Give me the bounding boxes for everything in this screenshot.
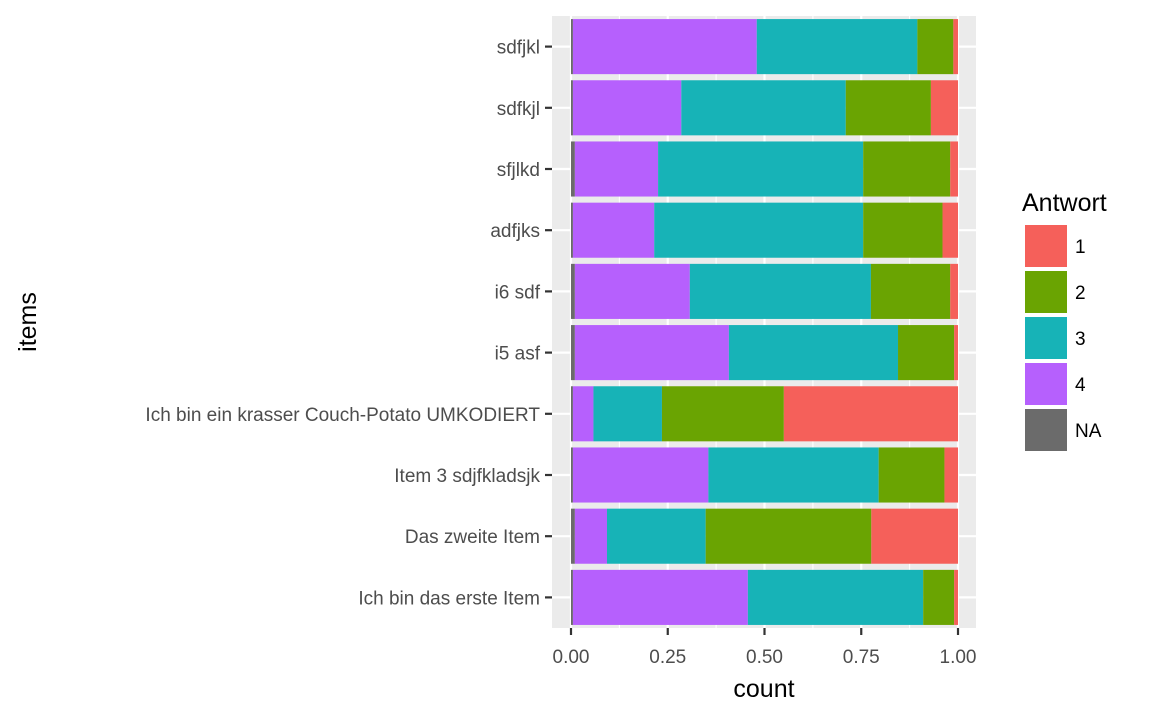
- legend-key-NA: [1025, 409, 1067, 451]
- bar-segment-4-2: [574, 141, 659, 197]
- bar-segment-NA-3: [571, 202, 573, 258]
- bar-segment-NA-0: [571, 19, 573, 75]
- y-tick-label-9: Ich bin das erste Item: [358, 588, 540, 609]
- bar-segment-3-8: [606, 508, 706, 564]
- y-tick-label-3: adfjks: [490, 221, 540, 242]
- y-axis: sdfjkl sdfkjl sfjlkd adfjks i6 sdf i5 asf Ich …: [145, 38, 552, 609]
- bar-segment-NA-7: [571, 447, 573, 503]
- bar-segment-NA-1: [571, 80, 573, 136]
- bar-segment-2-5: [898, 325, 955, 381]
- x-tick-label-4: 1.00: [940, 647, 977, 668]
- bar-segment-NA-8: [571, 508, 575, 564]
- bar-segment-1-7: [944, 447, 958, 503]
- y-tick-label-5: i5 asf: [495, 344, 541, 365]
- x-tick-label-2: 0.50: [746, 647, 783, 668]
- bar-segment-3-0: [756, 19, 918, 75]
- bar-segment-3-7: [708, 447, 879, 503]
- bar-segment-1-8: [871, 508, 958, 564]
- bar-segment-3-1: [681, 80, 846, 136]
- legend: Antwort 1 2 3 4 NA: [1022, 189, 1107, 451]
- bar-segment-1-2: [950, 141, 958, 197]
- bar-segment-4-4: [574, 263, 690, 319]
- bar-segment-1-9: [954, 569, 958, 625]
- y-tick-label-6: Ich bin ein krasser Couch-Potato UMKODIE…: [145, 405, 540, 426]
- bar-segment-2-6: [661, 386, 784, 442]
- bar-segment-3-6: [593, 386, 662, 442]
- y-tick-label-2: sfjlkd: [497, 160, 540, 181]
- bar-segment-4-3: [572, 202, 655, 258]
- x-tick-label-1: 0.25: [649, 647, 686, 668]
- bar-segment-4-0: [572, 19, 757, 75]
- bar-segment-4-1: [572, 80, 682, 136]
- bar-segment-NA-2: [571, 141, 575, 197]
- bar-segment-1-1: [930, 80, 958, 136]
- y-tick-label-7: Item 3 sdjfkladsjk: [394, 466, 540, 487]
- bar-segment-4-8: [574, 508, 607, 564]
- bars: [571, 19, 958, 625]
- legend-key-4: [1025, 363, 1067, 405]
- bar-segment-3-9: [747, 569, 924, 625]
- bar-segment-1-6: [783, 386, 958, 442]
- bar-segment-3-5: [728, 325, 899, 381]
- bar-segment-2-8: [705, 508, 872, 564]
- legend-key-3: [1025, 317, 1067, 359]
- bar-segment-1-4: [950, 263, 958, 319]
- y-tick-label-0: sdfjkl: [497, 38, 540, 59]
- bar-segment-4-7: [572, 447, 709, 503]
- bar-segment-2-4: [870, 263, 951, 319]
- x-axis-title: count: [733, 675, 794, 703]
- legend-key-2: [1025, 271, 1067, 313]
- y-axis-title: items: [14, 292, 42, 352]
- bar-segment-4-9: [572, 569, 748, 625]
- bar-segment-2-0: [917, 19, 954, 75]
- legend-items: 1 2 3 4 NA: [1025, 225, 1102, 451]
- bar-segment-4-6: [572, 386, 594, 442]
- bar-segment-2-7: [878, 447, 945, 503]
- legend-label-3: 3: [1075, 329, 1086, 350]
- legend-key-1: [1025, 225, 1067, 267]
- y-tick-label-8: Das zweite Item: [405, 527, 540, 548]
- bar-segment-3-4: [689, 263, 871, 319]
- legend-label-4: 4: [1075, 375, 1086, 396]
- legend-label-1: 1: [1075, 237, 1086, 258]
- bar-segment-1-3: [942, 202, 958, 258]
- legend-title: Antwort: [1022, 189, 1107, 217]
- x-axis: 0.00 0.25 0.50 0.75 1.00: [553, 628, 977, 668]
- bar-segment-NA-9: [571, 569, 573, 625]
- bar-segment-3-3: [654, 202, 864, 258]
- y-tick-label-4: i6 sdf: [495, 282, 541, 303]
- x-tick-label-0: 0.00: [553, 647, 590, 668]
- bar-segment-NA-6: [571, 386, 573, 442]
- y-tick-label-1: sdfkjl: [497, 99, 540, 120]
- legend-label-2: 2: [1075, 283, 1086, 304]
- bar-segment-2-3: [863, 202, 943, 258]
- bar-segment-1-5: [954, 325, 958, 381]
- bar-segment-2-9: [923, 569, 955, 625]
- bar-segment-2-2: [863, 141, 951, 197]
- bar-segment-1-0: [953, 19, 958, 75]
- legend-label-NA: NA: [1075, 421, 1102, 442]
- bar-segment-3-2: [658, 141, 864, 197]
- bar-segment-2-1: [845, 80, 931, 136]
- bar-segment-4-5: [574, 325, 729, 381]
- bar-segment-NA-5: [571, 325, 575, 381]
- x-tick-label-3: 0.75: [843, 647, 880, 668]
- bar-segment-NA-4: [571, 263, 575, 319]
